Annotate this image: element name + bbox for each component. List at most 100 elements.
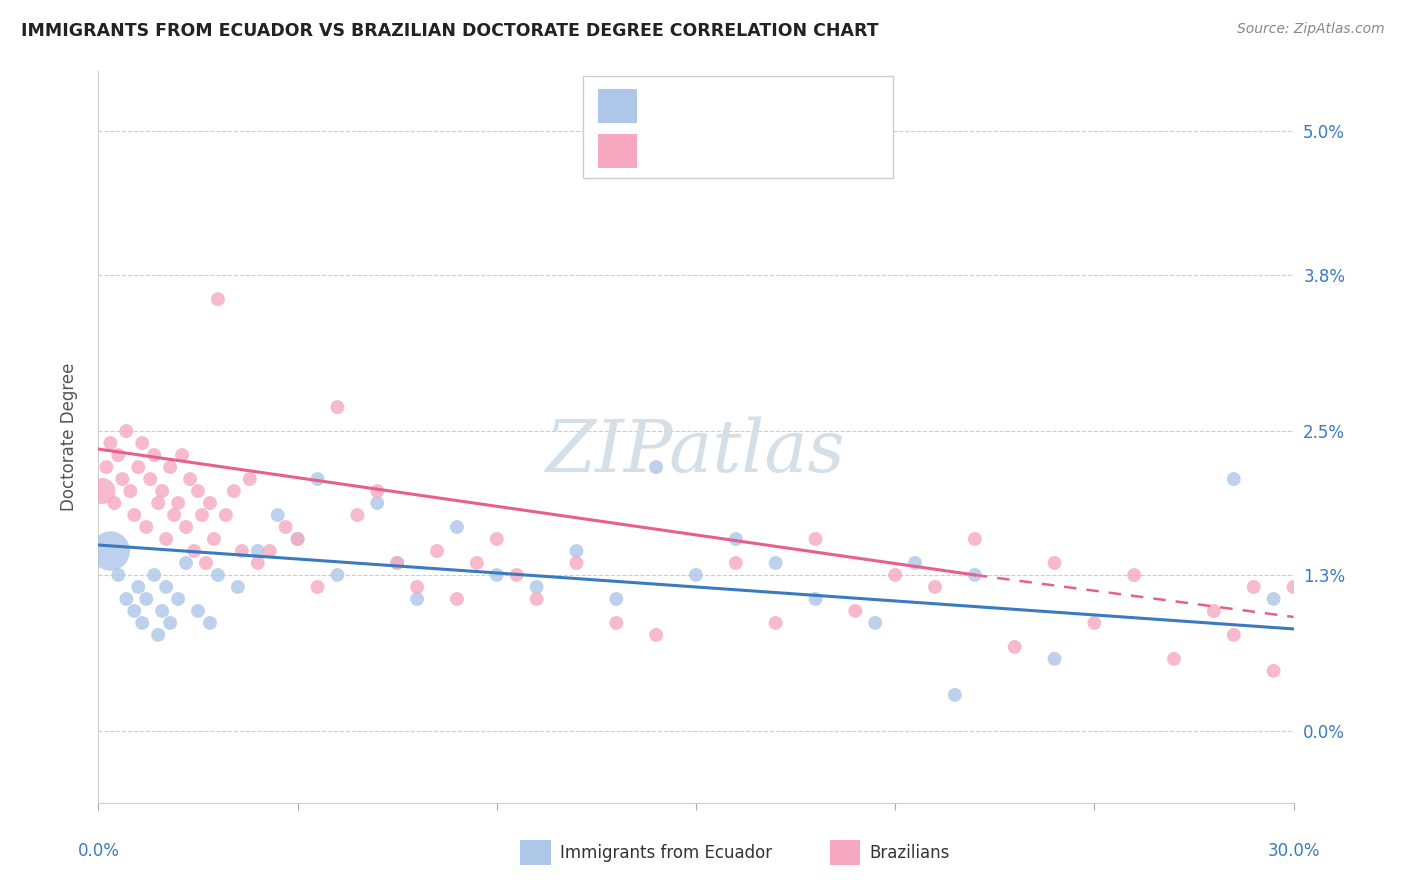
Point bbox=[167, 591, 190, 606]
Text: IMMIGRANTS FROM ECUADOR VS BRAZILIAN DOCTORATE DEGREE CORRELATION CHART: IMMIGRANTS FROM ECUADOR VS BRAZILIAN DOC… bbox=[21, 22, 879, 40]
Point bbox=[131, 615, 153, 630]
Text: 30.0%: 30.0% bbox=[1267, 842, 1320, 860]
Point bbox=[143, 568, 166, 582]
Point bbox=[96, 460, 118, 475]
Text: 0.0%: 0.0% bbox=[77, 842, 120, 860]
Point bbox=[406, 591, 429, 606]
Point bbox=[111, 472, 134, 486]
Point bbox=[231, 544, 253, 558]
Point bbox=[924, 580, 946, 594]
Point bbox=[565, 556, 588, 570]
Point bbox=[1163, 652, 1185, 666]
Point bbox=[526, 580, 548, 594]
Point bbox=[187, 483, 209, 498]
Point bbox=[124, 508, 146, 522]
Point bbox=[724, 532, 747, 546]
Point bbox=[191, 508, 214, 522]
Point bbox=[222, 483, 245, 498]
Point bbox=[287, 532, 309, 546]
Point bbox=[198, 496, 221, 510]
Point bbox=[645, 628, 668, 642]
Point bbox=[426, 544, 449, 558]
Point bbox=[98, 436, 122, 450]
Text: 86: 86 bbox=[828, 127, 851, 145]
Point bbox=[195, 556, 218, 570]
Point bbox=[963, 532, 986, 546]
Point bbox=[605, 615, 627, 630]
Point bbox=[326, 400, 349, 414]
Point bbox=[155, 580, 177, 594]
Point bbox=[446, 520, 468, 534]
Point bbox=[446, 591, 468, 606]
Point bbox=[159, 615, 181, 630]
Point bbox=[565, 544, 588, 558]
Point bbox=[1083, 615, 1105, 630]
Point bbox=[685, 568, 707, 582]
Text: Source: ZipAtlas.com: Source: ZipAtlas.com bbox=[1237, 22, 1385, 37]
Point bbox=[645, 460, 668, 475]
Point bbox=[139, 472, 162, 486]
Point bbox=[131, 436, 153, 450]
Point bbox=[174, 556, 197, 570]
Point bbox=[1202, 604, 1225, 618]
Point bbox=[107, 568, 129, 582]
Point bbox=[1004, 640, 1026, 654]
Point bbox=[465, 556, 488, 570]
Point bbox=[143, 448, 166, 462]
Point bbox=[804, 591, 827, 606]
Point bbox=[506, 568, 529, 582]
Text: Brazilians: Brazilians bbox=[869, 844, 949, 862]
Point bbox=[179, 472, 201, 486]
Point bbox=[107, 448, 129, 462]
Point bbox=[167, 496, 190, 510]
Text: R =: R = bbox=[651, 82, 688, 100]
Point bbox=[1362, 604, 1385, 618]
Point bbox=[183, 544, 205, 558]
Point bbox=[172, 448, 194, 462]
Point bbox=[155, 532, 177, 546]
Point bbox=[1302, 615, 1324, 630]
Point bbox=[115, 591, 138, 606]
Point bbox=[226, 580, 249, 594]
Point bbox=[884, 568, 907, 582]
Point bbox=[1043, 556, 1066, 570]
Point bbox=[127, 580, 149, 594]
Point bbox=[124, 604, 146, 618]
Point bbox=[943, 688, 966, 702]
Point bbox=[963, 568, 986, 582]
Point bbox=[485, 532, 508, 546]
Point bbox=[605, 591, 627, 606]
Point bbox=[326, 568, 349, 582]
Point bbox=[202, 532, 225, 546]
Point bbox=[844, 604, 866, 618]
Text: ZIPatlas: ZIPatlas bbox=[546, 417, 846, 487]
Point bbox=[366, 496, 388, 510]
Point bbox=[135, 591, 157, 606]
Point bbox=[904, 556, 927, 570]
Point bbox=[366, 483, 388, 498]
Point bbox=[187, 604, 209, 618]
Point bbox=[120, 483, 142, 498]
Point bbox=[148, 628, 170, 642]
Point bbox=[1402, 591, 1406, 606]
Point bbox=[1043, 652, 1066, 666]
Point bbox=[865, 615, 887, 630]
Point bbox=[148, 496, 170, 510]
Point bbox=[1123, 568, 1146, 582]
Point bbox=[526, 591, 548, 606]
Point bbox=[385, 556, 409, 570]
Point bbox=[246, 544, 269, 558]
Point bbox=[163, 508, 186, 522]
Point bbox=[207, 292, 229, 306]
Text: -0.368: -0.368 bbox=[697, 127, 756, 145]
Point bbox=[406, 580, 429, 594]
Text: R =: R = bbox=[651, 127, 688, 145]
Point bbox=[685, 161, 707, 175]
Point bbox=[485, 568, 508, 582]
Y-axis label: Doctorate Degree: Doctorate Degree bbox=[59, 363, 77, 511]
Point bbox=[1322, 628, 1344, 642]
Point bbox=[274, 520, 297, 534]
Point bbox=[91, 483, 114, 498]
Point bbox=[346, 508, 368, 522]
Point bbox=[198, 615, 221, 630]
